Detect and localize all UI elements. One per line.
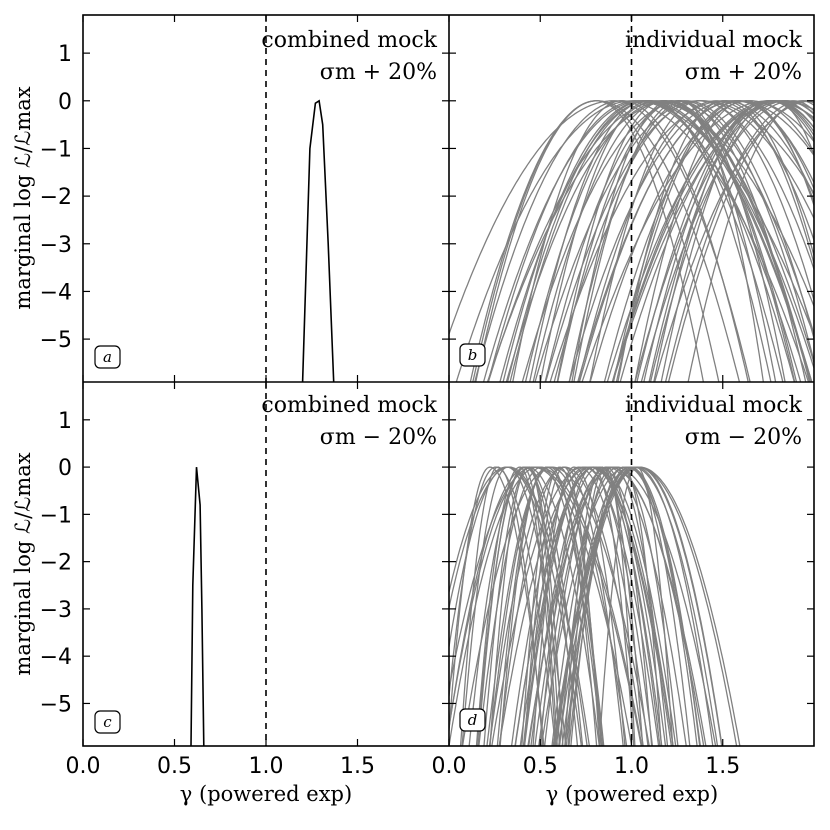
likelihood-curve bbox=[544, 100, 814, 382]
y-tick-label: −3 bbox=[40, 598, 72, 623]
y-tick-label: −4 bbox=[40, 645, 72, 670]
annotation-d-line1: individual mock bbox=[625, 393, 803, 418]
y-tick-label: 0 bbox=[58, 90, 72, 115]
likelihood-curve bbox=[643, 100, 814, 382]
x-tick-label: 0.0 bbox=[432, 754, 467, 779]
likelihood-curve bbox=[611, 100, 814, 382]
likelihood-curve bbox=[474, 100, 810, 382]
y-tick-label: −4 bbox=[40, 280, 72, 305]
likelihood-curve bbox=[496, 466, 604, 746]
likelihood-curve bbox=[502, 100, 814, 382]
axis-tick-labels: 0.0 0.5 1.0 1.5 0.0 0.5 1.0 1.5 1 0 −1 −2 −3 −4 −5 1 0 −1… bbox=[40, 42, 741, 779]
likelihood-curve bbox=[589, 100, 814, 382]
likelihood-curve bbox=[567, 466, 636, 746]
annotation-a-line1: combined mock bbox=[261, 28, 437, 53]
likelihood-curve bbox=[498, 466, 624, 746]
annotation-c-line2: σm − 20% bbox=[320, 425, 437, 450]
likelihood-curve bbox=[559, 466, 669, 746]
likelihood-curve bbox=[565, 466, 698, 746]
likelihood-curve bbox=[449, 466, 545, 746]
likelihood-curve bbox=[459, 466, 544, 746]
y-tick-label: −5 bbox=[40, 328, 72, 353]
panel-tag-box-a bbox=[94, 345, 121, 369]
panel-b: individual mock σm + 20% b bbox=[449, 15, 814, 382]
x-tick-label: 1.5 bbox=[705, 754, 740, 779]
x-tick-label: 0.5 bbox=[523, 754, 558, 779]
likelihood-curve bbox=[483, 466, 564, 746]
panel-tag-c: c bbox=[103, 713, 112, 731]
y-axis-title-bottom: marginal log ℒ/ℒmax bbox=[11, 452, 35, 675]
panel-tag-a: a bbox=[103, 348, 112, 366]
likelihood-curve bbox=[478, 466, 603, 746]
x-tick-label: 0.0 bbox=[66, 754, 101, 779]
likelihood-curve bbox=[461, 466, 567, 746]
likelihood-curve bbox=[653, 100, 814, 382]
likelihood-curve bbox=[472, 100, 705, 382]
likelihood-curve bbox=[475, 100, 720, 382]
likelihood-curve bbox=[461, 466, 650, 746]
panel-a: combined mock σm + 20% a bbox=[94, 15, 438, 382]
x-tick-label: 1.0 bbox=[249, 754, 284, 779]
likelihood-curve bbox=[489, 466, 628, 746]
y-tick-label: −3 bbox=[40, 233, 72, 258]
likelihood-curve bbox=[505, 100, 812, 382]
y-tick-label: −1 bbox=[40, 503, 72, 528]
likelihood-curve bbox=[687, 100, 814, 382]
annotation-b-line1: individual mock bbox=[625, 28, 803, 53]
y-tick-label: 1 bbox=[58, 42, 72, 67]
likelihood-curve bbox=[301, 99, 335, 382]
panel-tag-box-c bbox=[94, 710, 121, 734]
likelihood-curve bbox=[468, 466, 584, 746]
likelihood-curve bbox=[476, 466, 579, 746]
x-axis-title-left: γ (powered exp) bbox=[180, 782, 352, 806]
likelihood-curve bbox=[664, 100, 814, 382]
likelihood-curve bbox=[634, 100, 814, 382]
likelihood-curve bbox=[544, 100, 807, 382]
panel-tag-b: b bbox=[468, 346, 478, 364]
likelihood-curve bbox=[524, 100, 814, 382]
annotation-a-line2: σm + 20% bbox=[320, 60, 437, 85]
panel-tag-box-b bbox=[459, 343, 486, 367]
axis-ticks bbox=[82, 15, 814, 746]
panel-tag-box-d bbox=[459, 708, 486, 732]
panel-d: individual mock σm − 20% d bbox=[449, 382, 803, 746]
x-tick-label: 1.0 bbox=[614, 754, 649, 779]
y-axis-title-top: marginal log ℒ/ℒmax bbox=[11, 86, 35, 309]
panel-c: combined mock σm − 20% c bbox=[94, 382, 438, 746]
y-tick-label: −1 bbox=[40, 137, 72, 162]
likelihood-curve bbox=[190, 467, 205, 746]
y-tick-label: −2 bbox=[40, 185, 72, 210]
likelihood-curve bbox=[523, 466, 663, 746]
panel-tag-d: d bbox=[468, 711, 478, 729]
y-tick-label: 0 bbox=[58, 456, 72, 481]
curves-panel-c bbox=[190, 467, 205, 746]
likelihood-curve bbox=[589, 100, 814, 382]
x-tick-label: 0.5 bbox=[157, 754, 192, 779]
likelihood-curve bbox=[571, 100, 777, 382]
annotation-c-line1: combined mock bbox=[261, 393, 437, 418]
curves-panel-a bbox=[301, 99, 335, 382]
y-tick-label: −2 bbox=[40, 551, 72, 576]
likelihood-curve bbox=[619, 100, 814, 382]
x-axis-title-right: γ (powered exp) bbox=[546, 782, 718, 806]
y-tick-label: −5 bbox=[40, 692, 72, 717]
likelihood-curve bbox=[634, 100, 814, 382]
likelihood-curve bbox=[449, 466, 557, 746]
likelihood-curve bbox=[489, 466, 561, 746]
likelihood-curve bbox=[449, 466, 642, 746]
likelihood-curve bbox=[510, 466, 654, 746]
x-tick-label: 1.5 bbox=[340, 754, 375, 779]
annotation-d-line2: σm − 20% bbox=[685, 425, 802, 450]
likelihood-curve bbox=[552, 466, 738, 746]
annotation-b-line2: σm + 20% bbox=[685, 60, 802, 85]
likelihood-curve bbox=[486, 466, 598, 746]
likelihood-curve bbox=[499, 466, 605, 746]
y-tick-label: 1 bbox=[58, 409, 72, 434]
